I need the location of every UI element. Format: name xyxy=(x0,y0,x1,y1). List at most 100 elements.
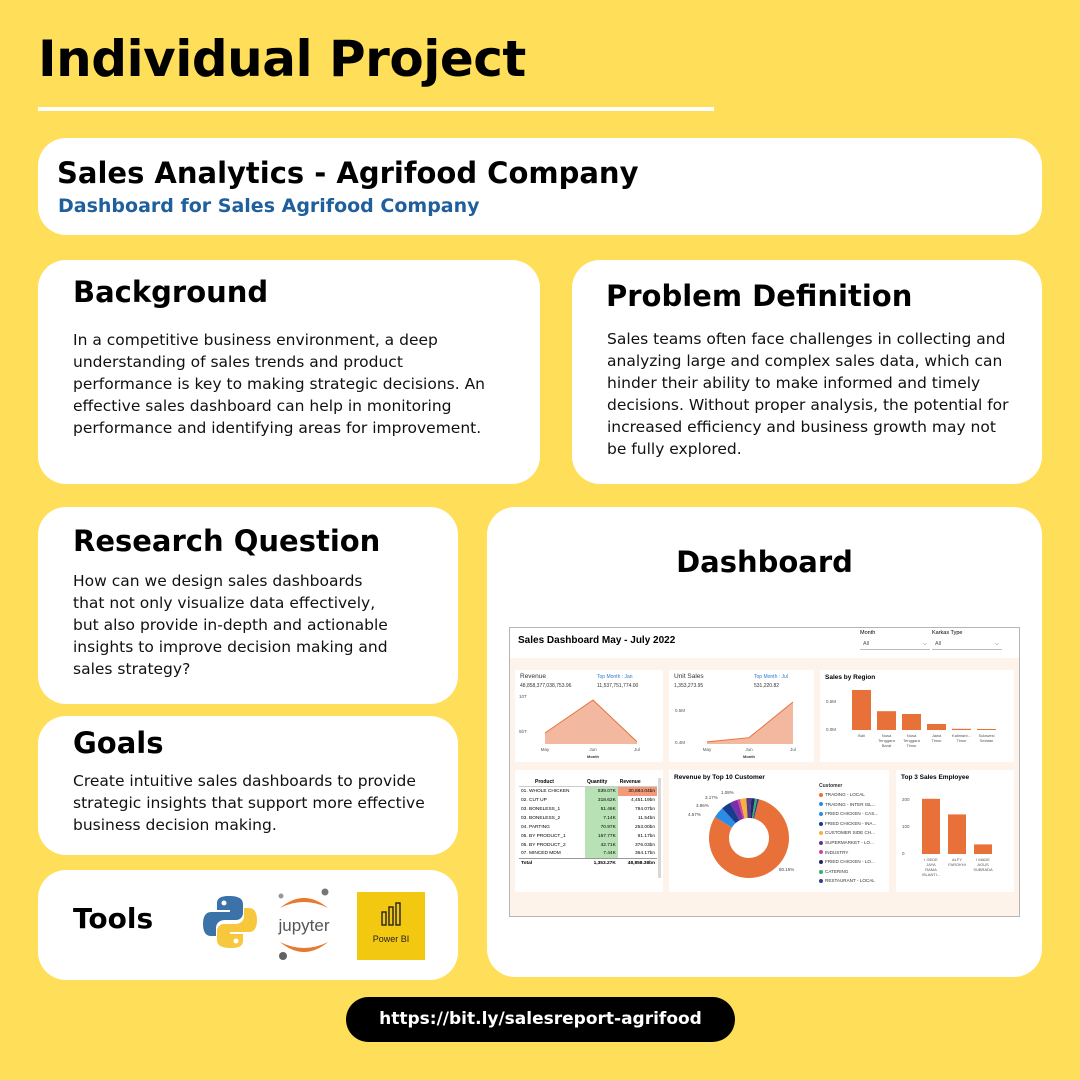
legend-item[interactable]: FRIED CHICKEN - CAS... xyxy=(819,811,878,816)
donut-slice[interactable] xyxy=(753,798,759,819)
region-category-label: Tenggara xyxy=(903,738,920,743)
background-card: Background In a competitive business env… xyxy=(38,260,540,484)
legend-item[interactable]: RESTAURANT - LOCAL xyxy=(819,878,875,883)
table-cell: 07. MINCED MDM xyxy=(521,851,561,857)
legend-item[interactable]: FRIED CHICKEN - INA... xyxy=(819,821,876,826)
tools-card: Tools jupyter Power BI xyxy=(38,870,458,980)
column-header[interactable]: Product xyxy=(519,778,585,787)
problem-card: Problem Definition Sales teams often fac… xyxy=(572,260,1042,484)
employee-title: Top 3 Sales Employee xyxy=(901,774,970,781)
chevron-down-icon: ⌵ xyxy=(994,641,999,647)
donut-slice[interactable] xyxy=(750,798,755,819)
region-category-label: Kalimant... xyxy=(952,733,971,738)
table-scrollbar[interactable] xyxy=(658,778,661,878)
background-heading: Background xyxy=(73,275,269,309)
region-bar[interactable] xyxy=(877,711,896,730)
donut-slice[interactable] xyxy=(740,798,748,819)
table-row[interactable]: 02. CUT UP 318.62K 4,451.19bn xyxy=(519,795,657,805)
region-bar[interactable] xyxy=(902,714,921,730)
legend-label: CUSTOMER SIDE CH... xyxy=(825,830,875,836)
slice-label: 3.86% xyxy=(696,803,709,808)
customer-donut-chart: 1.08% 3.17% 3.86% 4.57% 80.15% xyxy=(688,790,794,878)
table-cell: 03. BONELESS_2 xyxy=(521,815,561,821)
dashboard-heading: Dashboard xyxy=(676,545,853,579)
slice-label: 3.17% xyxy=(705,795,718,800)
legend-item[interactable]: CATERING xyxy=(819,869,848,874)
table-row[interactable]: 04. PARTING 70.97K 253.00bn xyxy=(519,822,657,832)
legend-item[interactable]: FRIED CHICKEN - LO... xyxy=(819,859,875,864)
revenue-area xyxy=(545,700,637,744)
table-row[interactable]: 03. BONELESS_2 7.14K 11.54bn xyxy=(519,813,657,823)
table-cell: 01. WHOLE CHICKEN xyxy=(521,788,570,794)
legend-item[interactable]: CUSTOMER SIDE CH... xyxy=(819,830,875,835)
legend-item[interactable]: TRADING - LOCAL xyxy=(819,792,865,797)
employee-bar[interactable] xyxy=(974,844,992,854)
legend-swatch xyxy=(819,850,823,855)
region-category-label: Jawa xyxy=(932,733,942,738)
employee-y-tick: 100 xyxy=(902,824,910,829)
goals-text: Create intuitive sales dashboards to pro… xyxy=(73,772,425,834)
table-cell: 05. BY PRODUCT_1 xyxy=(521,833,566,839)
legend-swatch xyxy=(819,811,823,816)
employee-name-label: SUBRADA xyxy=(973,867,993,872)
region-bar[interactable] xyxy=(927,724,946,730)
table-cell: 4,451.19bn xyxy=(630,797,655,803)
legend-swatch xyxy=(819,821,823,826)
region-bar[interactable] xyxy=(977,729,996,730)
jupyter-wordmark: jupyter xyxy=(277,916,329,935)
legend-item[interactable]: TRADING - INTER ISL... xyxy=(819,802,876,807)
units-x-tick: Jul xyxy=(790,747,796,752)
legend-swatch xyxy=(819,802,823,807)
powerbi-bars-icon xyxy=(381,902,401,926)
slice-label: 1.08% xyxy=(721,790,734,795)
table-row[interactable]: 05. BY PRODUCT_2 42.71K 376.03bn xyxy=(519,840,657,850)
region-bar[interactable] xyxy=(852,690,871,730)
donut-slice[interactable] xyxy=(714,808,736,828)
units-area xyxy=(707,702,793,744)
donut-slice[interactable] xyxy=(737,799,745,819)
karkas-filter[interactable]: All ⌵ xyxy=(932,638,1002,650)
legend-label: FRIED CHICKEN - LO... xyxy=(825,859,875,865)
report-link[interactable]: https://bit.ly/salesreport-agrifood xyxy=(346,997,735,1042)
problem-heading: Problem Definition xyxy=(606,279,913,313)
region-bar[interactable] xyxy=(952,728,971,730)
slice-label: 4.57% xyxy=(688,812,701,817)
column-header[interactable]: Quantity xyxy=(584,778,618,787)
donut-slice[interactable] xyxy=(722,802,740,824)
table-total-row: Total 1,353.27K 48,858.38bn xyxy=(519,858,657,868)
employee-name-label: I GEDE xyxy=(924,857,938,862)
table-row[interactable]: 03. BONELESS_1 51.46K 794.07bn xyxy=(519,804,657,814)
legend-label: FRIED CHICKEN - INA... xyxy=(825,820,877,826)
donut-slice[interactable] xyxy=(746,798,752,819)
donut-slice[interactable] xyxy=(709,799,789,878)
table-cell: 04. PARTING xyxy=(521,824,550,830)
legend-item[interactable]: SUPERMARKET - LO... xyxy=(819,840,874,845)
legend-label: TRADING - LOCAL xyxy=(825,792,865,797)
unit-sales-top-value: 531,220.82 xyxy=(754,683,780,689)
donut-slice[interactable] xyxy=(730,799,744,821)
table-row[interactable]: 07. MINCED MDM 7.44K 364.17bn xyxy=(519,849,657,859)
unit-sales-value: 1,353,273.95 xyxy=(674,683,704,689)
project-title: Sales Analytics - Agrifood Company xyxy=(57,156,639,190)
employee-name-label: FAROKHI xyxy=(948,862,966,867)
units-line xyxy=(706,701,794,743)
table-cell: 794.07bn xyxy=(634,806,655,812)
donut-slice[interactable] xyxy=(751,798,758,819)
table-cell: 318.62K xyxy=(584,795,618,805)
unit-sales-top-label: Top Month : Jul xyxy=(754,674,788,680)
month-filter[interactable]: All ⌵ xyxy=(860,638,930,650)
region-bar-chart: 0.5M 0.0M Bali NusaTenggaraBaratNusaTengg… xyxy=(826,690,996,748)
region-panel: Sales by Region 0.5M 0.0M Bali Nusa Tengga… xyxy=(820,670,1014,762)
table-cell: 7.44K xyxy=(584,849,618,859)
employee-bar[interactable] xyxy=(948,814,966,854)
region-category-label: Nusa xyxy=(882,733,892,738)
table-row[interactable]: 01. WHOLE CHICKEN 539.07K 30,884.04bn xyxy=(519,786,657,796)
table-row[interactable]: 05. BY PRODUCT_1 167.77K 91.17bn xyxy=(519,831,657,841)
column-header[interactable]: Revenue xyxy=(617,778,657,787)
legend-item[interactable]: INDUSTRY xyxy=(819,850,848,855)
employee-name-label: RAMA xyxy=(925,867,937,872)
employee-bar[interactable] xyxy=(922,798,940,854)
revenue-top-value: 11,537,751,774.00 xyxy=(597,683,639,689)
customer-legend-title: Customer xyxy=(819,783,843,789)
table-cell: 91.17bn xyxy=(637,833,655,839)
